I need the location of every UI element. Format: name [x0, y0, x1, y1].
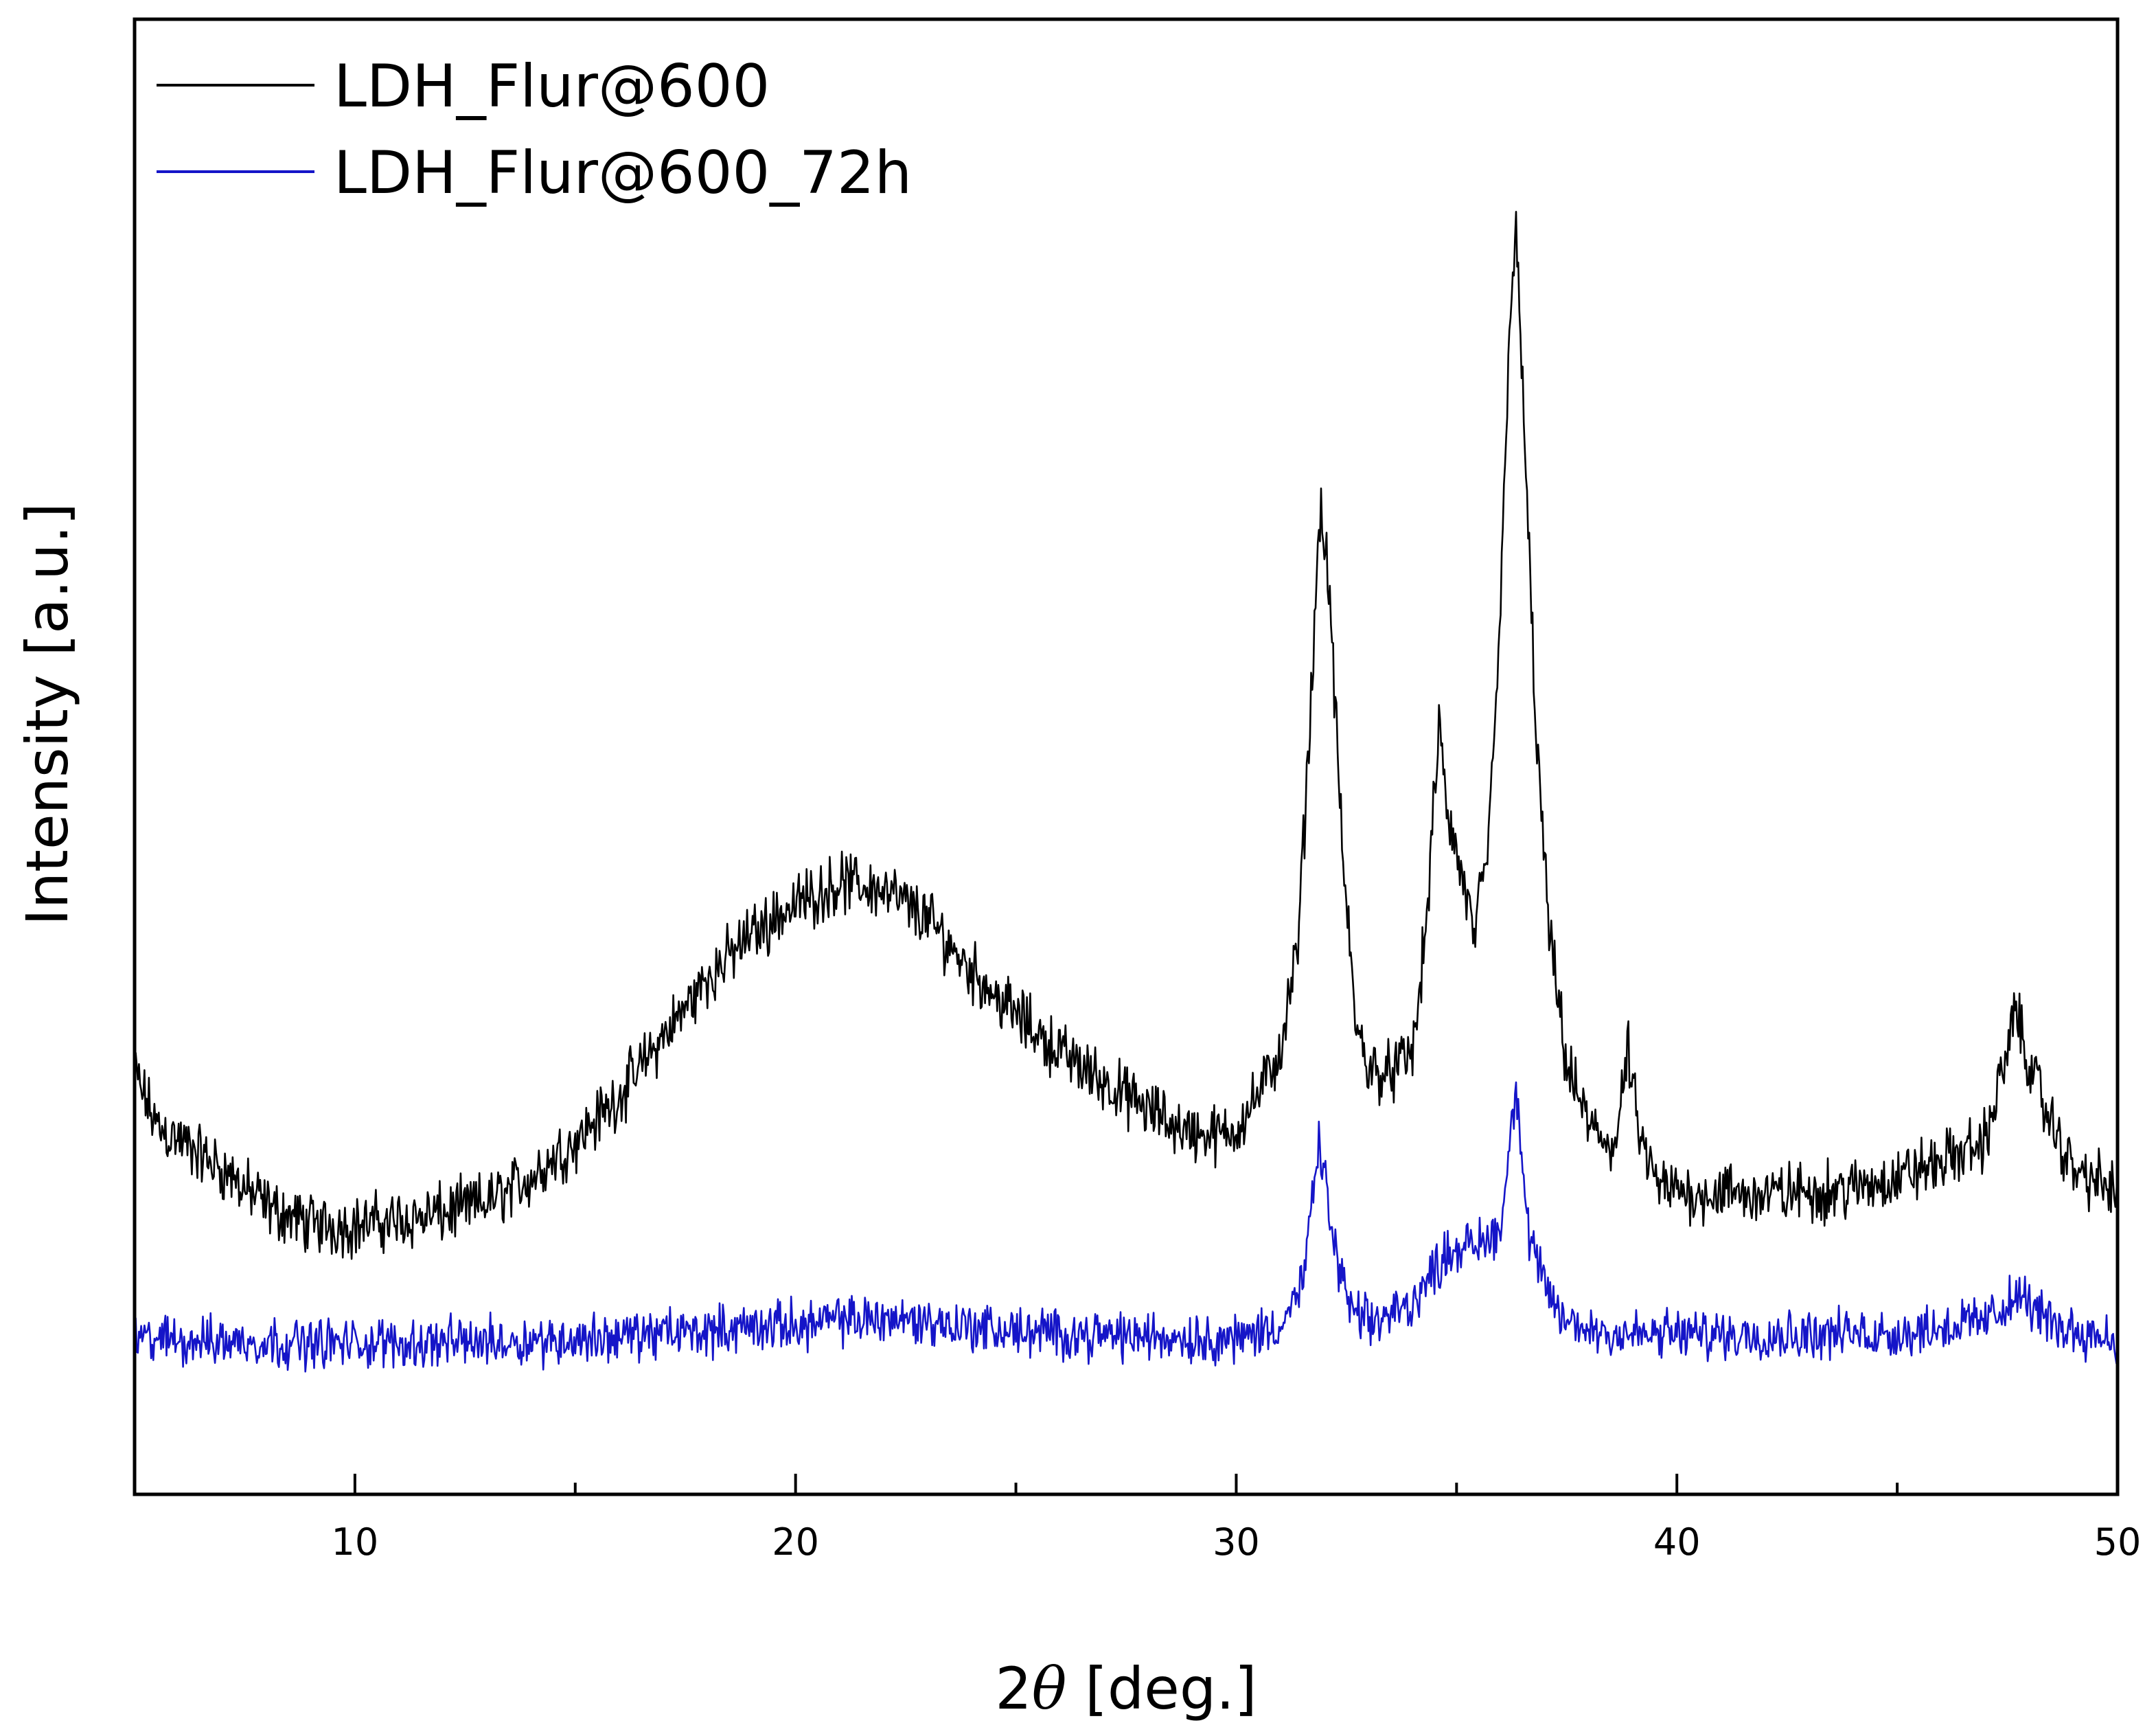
- x-axis-title-theta: θ: [1032, 1655, 1067, 1722]
- x-axis-title: 2θ [deg.]: [995, 1655, 1257, 1722]
- x-tick-label-40: 40: [1653, 1520, 1701, 1564]
- legend-label-series-1: LDH_Flur@600: [334, 52, 770, 121]
- legend: LDH_Flur@600 LDH_Flur@600_72h: [157, 52, 912, 207]
- x-tick-label-20: 20: [772, 1520, 819, 1564]
- x-axis-title-prefix: 2: [995, 1655, 1031, 1722]
- plot-frame: [133, 17, 2120, 1496]
- x-axis-ticks: 10 20 30 40 50: [133, 1474, 2142, 1564]
- x-tick-label-50: 50: [2094, 1520, 2142, 1564]
- y-axis-title: Intensity [a.u.]: [14, 503, 81, 926]
- series-line-1: [133, 211, 2119, 1260]
- x-tick-label-30: 30: [1213, 1520, 1260, 1564]
- legend-label-series-2: LDH_Flur@600_72h: [334, 139, 912, 207]
- series-line-2: [133, 1081, 2119, 1373]
- x-tick-label-10: 10: [332, 1520, 379, 1564]
- x-axis-title-unit: [deg.]: [1066, 1655, 1257, 1722]
- series-layer: [133, 211, 2119, 1373]
